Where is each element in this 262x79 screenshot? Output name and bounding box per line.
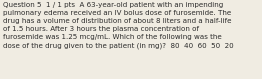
Text: Question 5  1 / 1 pts  A 63-year-old patient with an impending
pulmonary edema r: Question 5 1 / 1 pts A 63-year-old patie… <box>3 2 234 49</box>
